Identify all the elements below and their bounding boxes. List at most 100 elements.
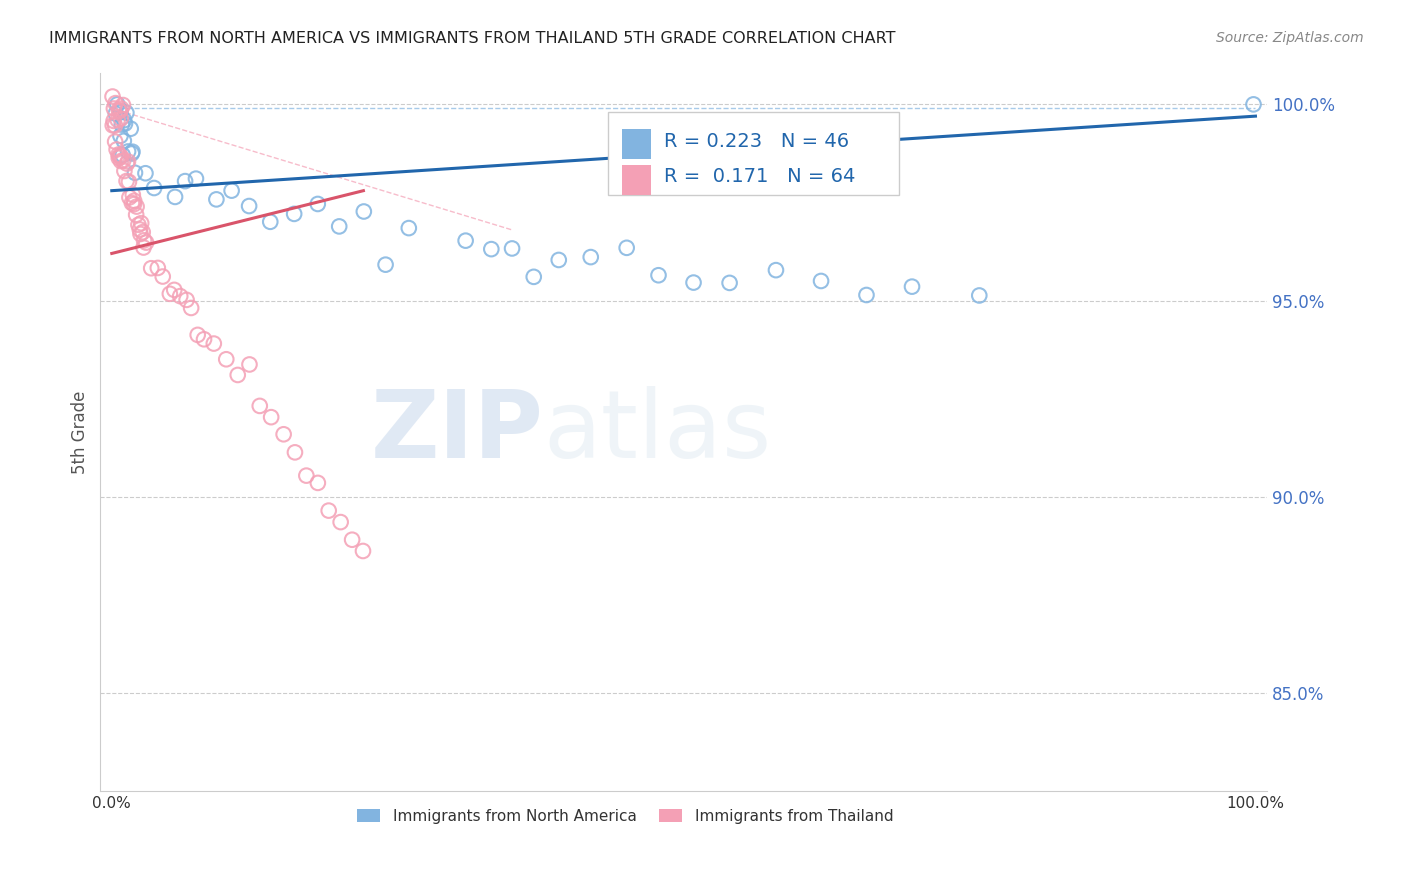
Point [141,261,163,276]
Point [124,166,146,180]
Point [374,258,396,272]
Point [115,105,138,120]
Point [104,135,127,149]
Point [117,154,139,169]
Point [718,276,741,290]
FancyBboxPatch shape [607,112,900,195]
Point [107,147,129,161]
Point [134,166,156,180]
Point [118,190,141,204]
Point [118,175,141,189]
Point [127,218,149,232]
Point [215,352,238,367]
Point [104,106,127,120]
Point [169,289,191,303]
Point [112,164,135,178]
Point [353,204,375,219]
Point [121,146,143,161]
Point [855,288,877,302]
Point [398,221,420,235]
Point [110,128,132,143]
Point [259,215,281,229]
Y-axis label: 5th Grade: 5th Grade [72,391,89,474]
Point [202,336,225,351]
Point [176,293,198,307]
Point [174,174,197,188]
Point [107,151,129,165]
Point [121,145,143,159]
Point [284,445,307,459]
Point [901,279,924,293]
Point [121,187,143,202]
Point [307,475,329,490]
Text: R = 0.223   N = 46: R = 0.223 N = 46 [664,132,849,151]
Point [112,153,135,168]
Point [523,269,546,284]
Point [105,143,128,157]
Point [180,301,202,315]
Point [647,268,669,283]
Point [111,148,134,162]
Bar [621,165,651,195]
Point [104,119,127,133]
Point [132,233,155,247]
Point [616,241,638,255]
Point [120,121,142,136]
Point [307,197,329,211]
Point [101,119,124,133]
Point [112,113,135,128]
Text: Source: ZipAtlas.com: Source: ZipAtlas.com [1216,31,1364,45]
Point [682,276,704,290]
Point [226,368,249,382]
Point [129,216,152,230]
Point [111,118,134,132]
Point [115,156,138,170]
Point [115,174,138,188]
Point [238,199,260,213]
Point [260,410,283,425]
Point [221,184,243,198]
Point [111,98,134,112]
Text: ZIP: ZIP [371,386,544,478]
Point [125,208,148,222]
Text: IMMIGRANTS FROM NORTH AMERICA VS IMMIGRANTS FROM THAILAND 5TH GRADE CORRELATION : IMMIGRANTS FROM NORTH AMERICA VS IMMIGRA… [49,31,896,46]
Point [501,242,523,256]
Point [132,225,155,239]
Point [108,149,131,163]
Point [969,288,991,302]
Point [110,105,132,120]
Point [454,234,477,248]
Point [146,260,169,275]
Bar [621,128,651,159]
Point [318,503,340,517]
Point [765,263,787,277]
Point [103,114,125,128]
Point [579,250,602,264]
Point [121,196,143,211]
Point [238,358,260,372]
Point [132,241,155,255]
Point [122,197,145,211]
Point [114,117,136,131]
Point [1243,97,1265,112]
Legend: Immigrants from North America, Immigrants from Thailand: Immigrants from North America, Immigrant… [352,803,900,830]
Point [184,171,207,186]
Point [193,332,215,346]
Point [205,193,228,207]
Point [105,97,128,112]
Point [187,327,209,342]
Point [125,200,148,214]
Point [159,286,181,301]
Point [108,103,131,118]
Point [122,194,145,208]
Point [283,207,305,221]
Point [110,102,132,116]
Point [135,235,157,250]
Point [129,227,152,241]
Text: atlas: atlas [544,386,772,478]
Point [273,427,295,442]
Point [479,242,502,256]
Point [107,112,129,127]
Text: R =  0.171   N = 64: R = 0.171 N = 64 [664,168,855,186]
Point [340,533,363,547]
